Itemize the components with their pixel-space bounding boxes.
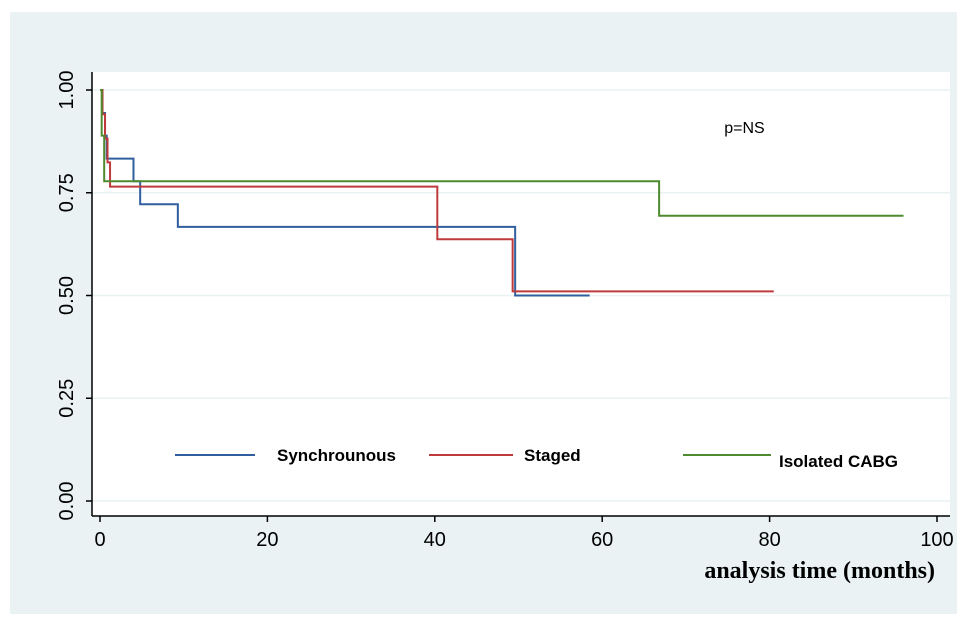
axes xyxy=(91,72,950,517)
y-tick-label: 0.25 xyxy=(56,379,78,418)
x-tick-label: 60 xyxy=(591,529,613,551)
x-tick-label: 20 xyxy=(256,529,278,551)
p-value-annotation: p=NS xyxy=(724,120,764,137)
series-lines xyxy=(100,89,904,297)
legend: Synchrounous Staged Isolated CABG xyxy=(175,446,898,471)
y-tick-label: 0.75 xyxy=(56,173,78,212)
y-tick-label: 0.00 xyxy=(56,482,78,521)
y-ticks: 0.00 0.25 0.50 0.75 1.00 xyxy=(56,71,92,521)
series-line-staged xyxy=(100,89,774,293)
x-tick-label: 40 xyxy=(424,529,446,551)
legend-label: Synchrounous xyxy=(277,446,396,465)
series-line-synchrounous xyxy=(100,89,590,297)
y-tick-label: 0.50 xyxy=(56,276,78,315)
legend-label: Staged xyxy=(524,446,581,465)
x-tick-label: 100 xyxy=(920,529,953,551)
plot-area xyxy=(92,72,950,516)
x-axis-label: analysis time (months) xyxy=(704,558,935,584)
x-tick-label: 80 xyxy=(758,529,780,551)
x-tick-label: 0 xyxy=(94,529,105,551)
series-line-isolated-cabg xyxy=(100,89,904,217)
x-ticks: 0 20 40 60 80 100 xyxy=(94,516,954,551)
y-tick-label: 1.00 xyxy=(56,71,78,110)
legend-label: Isolated CABG xyxy=(779,452,898,471)
